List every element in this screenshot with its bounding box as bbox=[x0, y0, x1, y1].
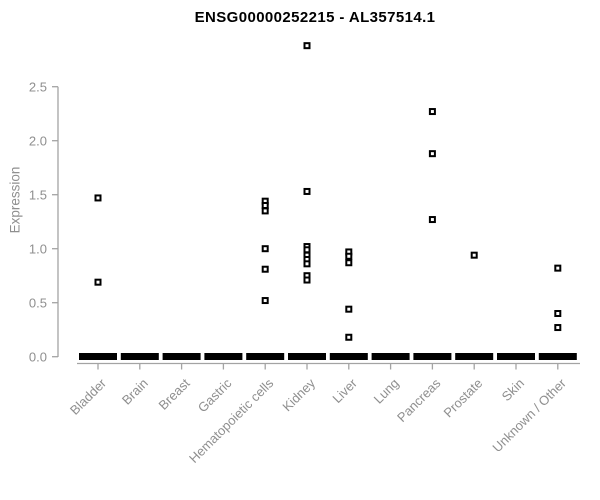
zero-expression-cluster-bar bbox=[120, 353, 159, 360]
data-point-marker bbox=[554, 324, 562, 332]
zero-expression-cluster-bar bbox=[204, 353, 243, 360]
chart-title: ENSG00000252215 - AL357514.1 bbox=[194, 9, 436, 26]
x-axis-category-label: Lung bbox=[371, 376, 402, 407]
data-point-marker bbox=[303, 187, 311, 195]
data-point-marker bbox=[303, 246, 311, 254]
y-axis-tick-label: 2.0 bbox=[29, 133, 47, 148]
x-axis-category-label: Unknown / Other bbox=[489, 375, 569, 455]
data-point-marker bbox=[554, 310, 562, 317]
data-point-marker bbox=[345, 259, 353, 267]
data-point-marker bbox=[303, 260, 311, 268]
data-point-marker bbox=[261, 265, 269, 273]
zero-expression-cluster-bar bbox=[538, 353, 577, 360]
x-axis-category-label: Bladder bbox=[67, 375, 110, 418]
zero-expression-cluster-bar bbox=[162, 353, 201, 360]
data-point-marker bbox=[261, 297, 269, 305]
data-point-marker bbox=[554, 264, 562, 272]
data-point-marker bbox=[428, 108, 436, 116]
data-point-marker bbox=[94, 194, 102, 202]
x-axis-category-label: Kidney bbox=[279, 375, 318, 414]
zero-expression-cluster-bar bbox=[455, 353, 494, 360]
data-point-marker bbox=[345, 252, 353, 260]
data-point-marker bbox=[261, 202, 269, 209]
data-point-marker bbox=[428, 216, 436, 224]
data-point-marker bbox=[470, 251, 478, 259]
data-point-marker bbox=[303, 276, 311, 284]
data-point-marker bbox=[345, 333, 353, 341]
data-point-marker bbox=[303, 42, 311, 50]
x-axis-category-label: Gastric bbox=[195, 375, 235, 415]
x-axis-category-label: Brain bbox=[119, 376, 151, 408]
x-axis-category-label: Prostate bbox=[440, 376, 485, 421]
y-axis-tick-label: 2.5 bbox=[29, 79, 47, 94]
data-point-marker bbox=[94, 278, 102, 286]
y-axis-tick-label: 0.5 bbox=[29, 295, 47, 310]
zero-expression-cluster-bar bbox=[288, 353, 326, 360]
x-axis-category-label: Pancreas bbox=[394, 375, 444, 425]
zero-expression-cluster-bar bbox=[371, 353, 410, 360]
zero-expression-cluster-bar bbox=[329, 353, 368, 360]
y-axis-tick-label: 1.0 bbox=[29, 241, 47, 256]
x-axis-category-label: Breast bbox=[156, 375, 193, 412]
x-axis-category-label: Liver bbox=[329, 375, 360, 406]
zero-expression-cluster-bar bbox=[497, 353, 535, 360]
data-point-marker bbox=[261, 207, 269, 215]
data-point-marker bbox=[261, 245, 269, 253]
data-point-marker bbox=[345, 305, 353, 313]
zero-expression-cluster-bar bbox=[246, 353, 285, 360]
data-point-marker bbox=[428, 150, 436, 158]
zero-expression-cluster-bar bbox=[413, 353, 452, 360]
y-axis-tick-label: 1.5 bbox=[29, 187, 47, 202]
zero-expression-cluster-bar bbox=[79, 353, 117, 360]
y-axis-tick-label: 0.0 bbox=[29, 349, 47, 364]
x-axis-category-label: Skin bbox=[499, 376, 527, 404]
